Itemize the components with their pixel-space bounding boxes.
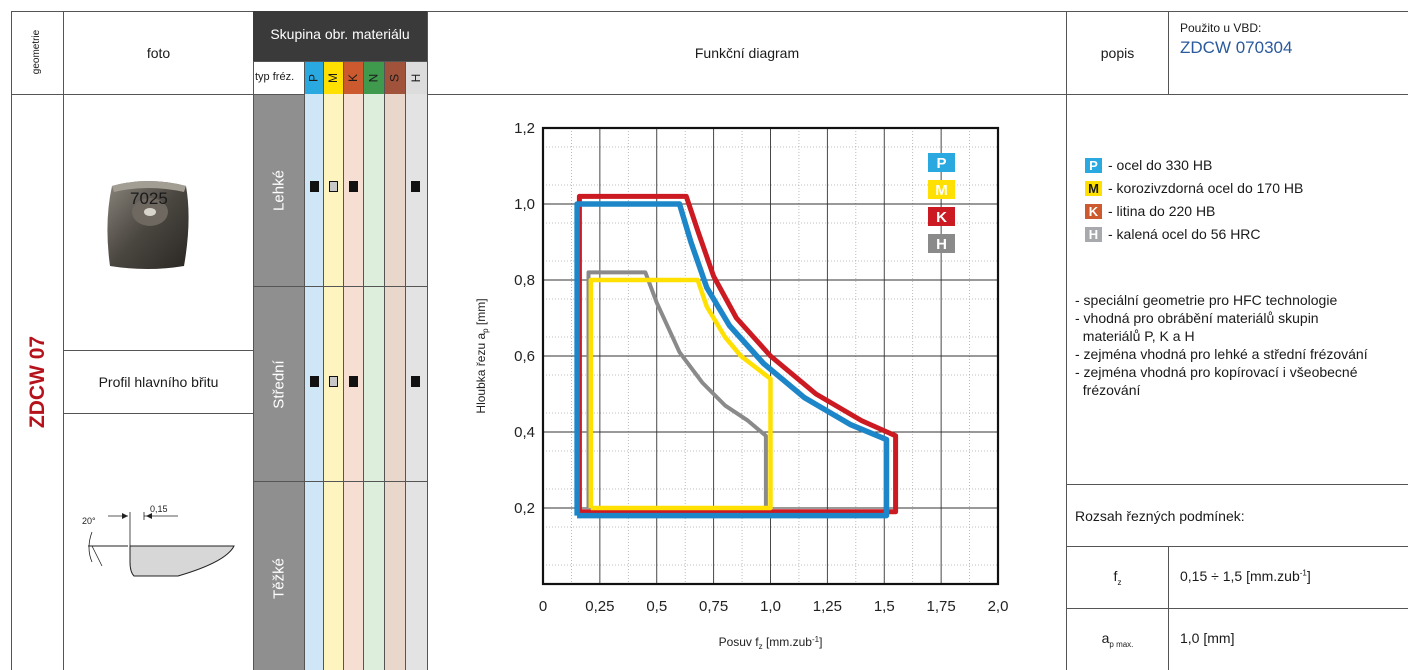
plot-frame bbox=[541, 126, 1000, 586]
fz-label: fz bbox=[1113, 568, 1122, 587]
x-tick-label: 0,75 bbox=[699, 598, 728, 615]
mat-col-P bbox=[304, 62, 323, 670]
y-tick-label: 0,8 bbox=[514, 272, 535, 289]
mark-medium-K bbox=[349, 376, 358, 387]
chart-legend-letter-P: P bbox=[936, 155, 946, 172]
description-item: frézování bbox=[1075, 382, 1141, 398]
mat-col-H bbox=[405, 62, 427, 670]
legend-badge-K: K bbox=[1085, 204, 1102, 219]
x-tick-label: 1,25 bbox=[813, 598, 842, 615]
profile-label: Profil hlavního břitu bbox=[98, 374, 219, 390]
series-P-line bbox=[574, 201, 890, 519]
mark-medium-M bbox=[329, 376, 338, 387]
legend-M: M - korozivzdorná ocel do 170 HB bbox=[1085, 179, 1303, 197]
series-K-line bbox=[576, 193, 899, 515]
legend-K: K - litina do 220 HB bbox=[1085, 202, 1215, 220]
description-item: - speciální geometrie pro HFC technologi… bbox=[1075, 292, 1338, 308]
x-tick-label: 1,0 bbox=[760, 598, 781, 615]
x-tick-label: 1,5 bbox=[874, 598, 895, 615]
fz-value: 0,15 ÷ 1,5 [mm.zub-1] bbox=[1180, 568, 1311, 584]
legend-H: H - kalená ocel do 56 HRC bbox=[1085, 225, 1261, 243]
profile-angle: 20° bbox=[82, 516, 96, 526]
chart-legend-badge-K bbox=[928, 207, 955, 226]
mat-col-K bbox=[343, 62, 363, 670]
mat-col-M bbox=[323, 62, 343, 670]
milling-type-header: typ fréz. bbox=[255, 71, 295, 83]
mark-medium-H bbox=[411, 376, 420, 387]
legend-badge-P: P bbox=[1085, 158, 1102, 173]
y-tick-label: 0,2 bbox=[514, 500, 535, 517]
legend-P: P - ocel do 330 HB bbox=[1085, 156, 1212, 174]
x-axis-label: Posuv fz [mm.zub-1] bbox=[719, 635, 823, 651]
description-item: - zejména vhodná pro lehké a střední fré… bbox=[1075, 346, 1368, 362]
chart-legend-letter-H: H bbox=[936, 236, 947, 253]
mat-letter-M: M bbox=[326, 73, 340, 83]
mat-letter-H: H bbox=[409, 73, 423, 83]
legend-text-M: - korozivzdorná ocel do 170 HB bbox=[1108, 180, 1304, 196]
series-H-line bbox=[586, 270, 768, 508]
legend-badge-M: M bbox=[1085, 181, 1102, 196]
milling-light: Lehké bbox=[270, 170, 288, 211]
chart-legend-letter-M: M bbox=[935, 182, 948, 199]
mark-light-P bbox=[310, 181, 319, 192]
description-item: materiálů P, K a H bbox=[1075, 328, 1195, 344]
mat-col-N bbox=[363, 62, 384, 670]
y-tick-label: 0,6 bbox=[514, 348, 535, 365]
chart-legend-badge-M bbox=[928, 180, 955, 199]
chart-legend-letter-K: K bbox=[936, 209, 947, 226]
mat-letter-P: P bbox=[306, 74, 321, 83]
x-tick-label: 2,0 bbox=[988, 598, 1009, 615]
y-tick-label: 0,4 bbox=[514, 424, 535, 441]
description-item: - zejména vhodná pro kopírovací i všeobe… bbox=[1075, 364, 1358, 380]
legend-text-P: - ocel do 330 HB bbox=[1108, 157, 1213, 173]
x-tick-label: 0,25 bbox=[585, 598, 614, 615]
table-frame bbox=[11, 11, 1408, 670]
mark-medium-P bbox=[310, 376, 319, 387]
mat-letter-N: N bbox=[366, 73, 381, 83]
profile-dim: 0,15 bbox=[150, 504, 168, 514]
geometry-header: geometrie bbox=[31, 29, 42, 75]
milling-heavy: Těžké bbox=[270, 558, 288, 599]
material-group-header bbox=[253, 11, 427, 61]
used-value: ZDCW 070304 bbox=[1180, 38, 1293, 57]
y-axis-label: Hloubka řezu ap [mm] bbox=[474, 298, 490, 413]
series-M-line bbox=[588, 277, 773, 511]
functional-diagram: 0 0,25 0,5 0,75 1,0 1,25 1,5 1,75 2,0 0,2 0,4 0,6 0,… bbox=[474, 120, 1009, 651]
ap-label: ap max. bbox=[1101, 630, 1134, 649]
photo-header: foto bbox=[146, 45, 171, 61]
mat-col-S bbox=[384, 62, 405, 670]
legend-text-K: - litina do 220 HB bbox=[1108, 203, 1216, 219]
legend-badge-H: H bbox=[1085, 227, 1102, 242]
material-group-label: Skupina obr. materiálu bbox=[270, 26, 410, 42]
profile-drawing: 20° 0,15 bbox=[78, 502, 248, 592]
chart-legend-badge-P bbox=[928, 153, 955, 172]
x-tick-label: 1,75 bbox=[927, 598, 956, 615]
description-header: popis bbox=[1100, 45, 1135, 61]
mat-letter-S: S bbox=[387, 74, 402, 83]
conditions-title: Rozsah řezných podmínek: bbox=[1075, 508, 1245, 524]
mark-light-K bbox=[349, 181, 358, 192]
used-label: Použito u VBD: bbox=[1180, 21, 1262, 35]
insert-marking: 7025 bbox=[130, 189, 168, 208]
legend-text-H: - kalená ocel do 56 HRC bbox=[1108, 226, 1261, 242]
mark-light-M bbox=[329, 181, 338, 192]
mat-letter-K: K bbox=[346, 74, 360, 83]
x-tick-label: 0 bbox=[539, 598, 547, 615]
ap-value: 1,0 [mm] bbox=[1180, 630, 1235, 646]
chart-legend-badge-H bbox=[928, 234, 955, 253]
description-item: - vhodná pro obrábění materiálů skupin bbox=[1075, 310, 1319, 326]
milling-medium: Střední bbox=[270, 360, 288, 409]
insert-photo: 7025 bbox=[98, 172, 198, 282]
diagram-header: Funkční diagram bbox=[694, 45, 800, 61]
x-tick-label: 0,5 bbox=[646, 598, 667, 615]
mark-light-H bbox=[411, 181, 420, 192]
geometry-name: ZDCW 07 bbox=[26, 335, 49, 429]
y-tick-label: 1,0 bbox=[514, 196, 535, 213]
milling-type-column bbox=[254, 95, 304, 670]
y-tick-label: 1,2 bbox=[514, 120, 535, 137]
